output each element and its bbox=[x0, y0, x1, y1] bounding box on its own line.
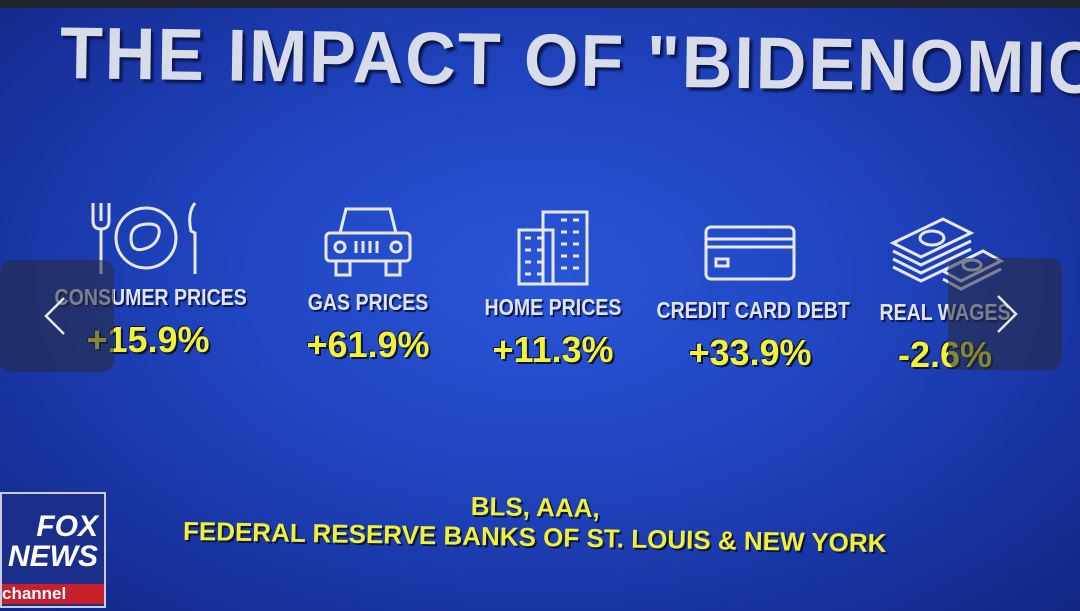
stat-value: +11.3% bbox=[492, 329, 614, 370]
stat-credit-card-debt: CREDIT CARD DEBT +33.9% bbox=[640, 213, 860, 374]
source-caption: BLS, AAA, FEDERAL RESERVE BANKS OF ST. L… bbox=[120, 485, 951, 559]
next-button[interactable] bbox=[948, 258, 1062, 370]
headline: THE IMPACT OF "BIDENOMICS" bbox=[59, 11, 1080, 111]
stat-label: GAS PRICES bbox=[307, 289, 429, 315]
fox-news-logo: FOX NEWS channel bbox=[0, 492, 106, 608]
buildings-icon bbox=[517, 210, 589, 286]
stat-value: +33.9% bbox=[688, 332, 812, 373]
top-bar bbox=[0, 0, 1080, 10]
previous-button[interactable] bbox=[0, 260, 114, 372]
stat-label: CREDIT CARD DEBT bbox=[656, 297, 850, 323]
credit-card-icon bbox=[704, 225, 796, 281]
stat-value: +61.9% bbox=[306, 324, 430, 365]
chevron-left-icon bbox=[44, 297, 65, 335]
stat-home-prices: HOME PRICES +11.3% bbox=[443, 208, 663, 371]
chevron-right-icon bbox=[997, 295, 1018, 333]
stat-gas-prices: GAS PRICES +61.9% bbox=[258, 203, 478, 366]
car-icon bbox=[324, 207, 412, 277]
tv-screen: THE IMPACT OF "BIDENOMICS" CONSUMER PRIC… bbox=[0, 8, 1080, 611]
stat-label: HOME PRICES bbox=[484, 294, 622, 320]
utensils-plate-icon bbox=[91, 202, 197, 274]
